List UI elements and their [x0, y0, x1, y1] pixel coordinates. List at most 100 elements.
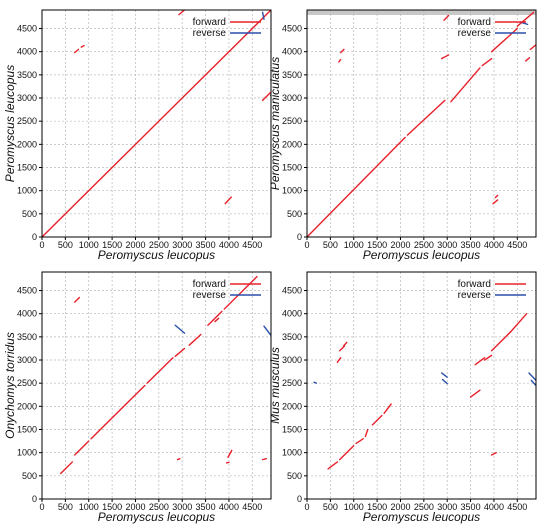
y-tick-label: 3000 — [17, 93, 37, 103]
x-tick-label: 500 — [323, 502, 338, 512]
x-tick-label: 1500 — [102, 240, 122, 250]
y-tick-label: 4000 — [282, 309, 302, 319]
legend-label-forward: forward — [458, 17, 491, 28]
forward-segment — [176, 457, 181, 461]
x-tick-label: 2000 — [125, 502, 145, 512]
x-tick-label: 4500 — [507, 502, 527, 512]
forward-segment — [529, 44, 536, 51]
x-tick-label: 3000 — [172, 240, 192, 250]
forward-segment — [74, 296, 81, 303]
forward-segment — [339, 48, 345, 54]
legend-label-reverse: reverse — [193, 28, 227, 39]
alignment-segments — [59, 275, 271, 475]
reverse-segment — [528, 372, 536, 382]
top-band — [307, 10, 536, 15]
forward-segment — [90, 384, 146, 440]
x-tick-label: 3500 — [196, 240, 216, 250]
y-tick-label: 2000 — [282, 401, 302, 411]
y-tick-label: 2500 — [17, 378, 37, 388]
y-tick-label: 3000 — [17, 355, 37, 365]
panel-bottom-left: 0 500 1000 1500 2000 2500 3000 3500 4000 4500 0 500… — [0, 262, 275, 525]
forward-segment — [474, 357, 486, 366]
alignment-segments — [313, 312, 536, 470]
y-tick-label: 1500 — [17, 163, 37, 173]
x-tick-label: 3000 — [437, 240, 457, 250]
panel-top-left: 0 500 1000 1500 2000 2500 3000 3500 4000 4500 0 500… — [0, 0, 275, 263]
x-tick-label: 4000 — [219, 240, 239, 250]
legend-label-forward: forward — [458, 279, 491, 290]
x-tick-label: 3000 — [172, 502, 192, 512]
y-tick-label: 4500 — [17, 286, 37, 296]
grid — [42, 272, 271, 499]
x-tick-label: 4000 — [484, 502, 504, 512]
forward-segment — [59, 461, 74, 475]
alignment-segments — [42, 10, 271, 237]
x-tick-label: 1500 — [367, 240, 387, 250]
y-tick-label: 0 — [32, 494, 37, 504]
forward-segment — [364, 428, 369, 438]
plot-frame — [306, 271, 537, 500]
x-tick-label: 0 — [39, 502, 44, 512]
x-tick-label: 0 — [304, 502, 309, 512]
x-tick-label: 2500 — [149, 240, 169, 250]
forward-segment — [214, 317, 220, 323]
y-tick-label: 500 — [287, 471, 302, 481]
x-tick-label: 2000 — [390, 502, 410, 512]
x-axis-label: Peromyscus leucopus — [98, 248, 215, 262]
legend-label-reverse: reverse — [458, 28, 492, 39]
forward-segment — [371, 414, 383, 426]
forward-segment — [516, 11, 535, 27]
x-tick-label: 2500 — [414, 502, 434, 512]
reverse-segment — [530, 379, 536, 387]
legend-label-forward: forward — [193, 17, 226, 28]
forward-segment — [188, 333, 202, 346]
x-tick-label: 2000 — [125, 240, 145, 250]
reverse-segment — [441, 378, 448, 385]
x-tick-label: 500 — [323, 240, 338, 250]
y-tick-label: 4000 — [17, 47, 37, 57]
y-tick-label: 2000 — [17, 139, 37, 149]
x-tick-label: 500 — [58, 502, 73, 512]
forward-segment — [336, 357, 342, 364]
y-tick-label: 0 — [32, 232, 37, 242]
y-tick-label: 3000 — [282, 355, 302, 365]
forward-segment — [146, 357, 174, 384]
legend-label-forward: forward — [193, 279, 226, 290]
y-tick-label: 4500 — [17, 24, 37, 34]
forward-segment — [261, 457, 268, 461]
y-tick-label: 500 — [22, 471, 37, 481]
forward-segment — [342, 341, 348, 347]
dot-plot-top-right: 0 500 1000 1500 2000 2500 3000 3500 4000 45000500… — [268, 9, 537, 262]
plot-frame — [41, 271, 272, 500]
forward-segment — [481, 57, 493, 67]
forward-segment — [227, 449, 233, 459]
forward-segment — [492, 199, 499, 205]
x-tick-label: 1000 — [79, 502, 99, 512]
forward-segment — [307, 136, 406, 237]
forward-segment — [338, 58, 342, 63]
x-axis-label: Peromyscus leucopus — [363, 248, 480, 262]
y-tick-label: 3500 — [17, 70, 37, 80]
panel-top-right: 0 500 1000 1500 2000 2500 3000 3500 4000 4500 0 500… — [265, 0, 540, 263]
reverse-segment — [261, 11, 265, 20]
x-tick-label: 2500 — [149, 502, 169, 512]
y-tick-label: 2500 — [282, 116, 302, 126]
x-tick-label: 1000 — [344, 502, 364, 512]
forward-segment — [74, 48, 80, 54]
forward-segment — [223, 275, 258, 310]
x-tick-label: 4000 — [219, 502, 239, 512]
y-tick-label: 2000 — [282, 139, 302, 149]
y-tick-label: 2500 — [17, 116, 37, 126]
forward-segment — [525, 57, 531, 62]
forward-segment — [450, 67, 481, 103]
x-tick-label: 1000 — [344, 240, 364, 250]
x-tick-label: 2000 — [390, 240, 410, 250]
y-tick-label: 3500 — [17, 332, 37, 342]
forward-segment — [440, 54, 450, 60]
y-tick-label: 0 — [297, 494, 302, 504]
x-tick-label: 500 — [58, 240, 73, 250]
forward-segment — [509, 312, 528, 333]
